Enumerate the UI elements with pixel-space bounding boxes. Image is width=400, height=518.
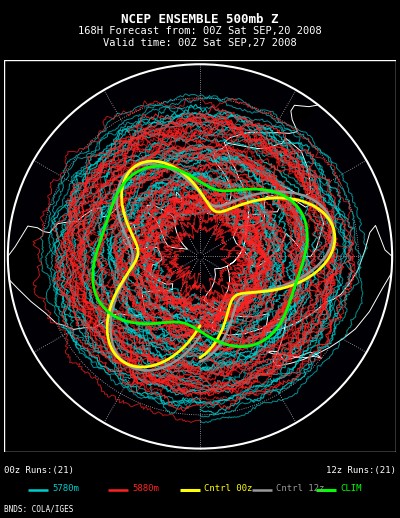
Text: 168H Forecast from: 00Z Sat SEP,20 2008: 168H Forecast from: 00Z Sat SEP,20 2008 — [78, 26, 322, 36]
Text: 5880m: 5880m — [132, 484, 159, 493]
Text: 00z Runs:(21): 00z Runs:(21) — [4, 466, 74, 476]
Polygon shape — [8, 64, 392, 449]
Text: 12z Runs:(21): 12z Runs:(21) — [326, 466, 396, 476]
Polygon shape — [267, 351, 321, 361]
Text: Cntrl 00z: Cntrl 00z — [204, 484, 252, 493]
Text: Cntrl 12z: Cntrl 12z — [276, 484, 324, 493]
Polygon shape — [8, 204, 173, 329]
Polygon shape — [176, 192, 182, 203]
Text: NCEP ENSEMBLE 500mb Z: NCEP ENSEMBLE 500mb Z — [121, 13, 279, 26]
Text: 5780m: 5780m — [52, 484, 79, 493]
Polygon shape — [204, 105, 392, 366]
Text: BNDS: COLA/IGES: BNDS: COLA/IGES — [4, 505, 73, 514]
Polygon shape — [147, 205, 188, 249]
Text: Valid time: 00Z Sat SEP,27 2008: Valid time: 00Z Sat SEP,27 2008 — [103, 38, 297, 48]
Text: CLIM: CLIM — [340, 484, 362, 493]
